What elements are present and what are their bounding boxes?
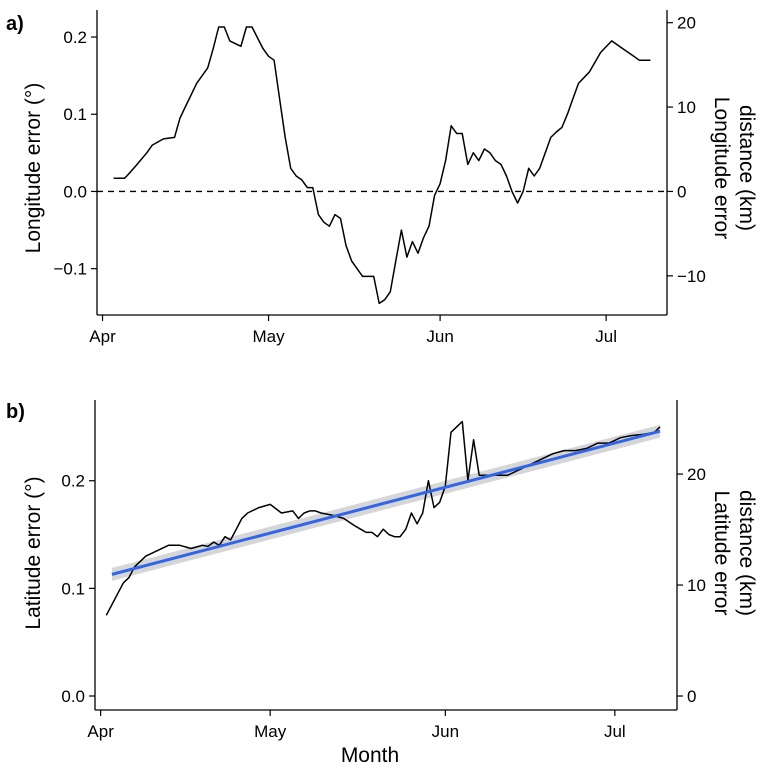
panel-b-trend-line (111, 429, 661, 576)
panel-a-right-y-tick-label: 10 (677, 98, 696, 117)
panel-b-x-tick-label: Jun (432, 722, 459, 741)
panel-a-x-tick-label: Jun (426, 327, 453, 346)
panel-a-x-tick-label: May (252, 327, 285, 346)
panel-a-y-tick-label: 0.0 (63, 182, 87, 201)
panel-a-x-tick-label: Jul (595, 327, 617, 346)
panel-a-series-line (113, 26, 651, 305)
panel-b: b) Latitude error (°) Latitude error dis… (6, 400, 758, 767)
panel-b-x-tick-label: Jul (604, 722, 626, 741)
panel-b-right-y-tick-label: 0 (687, 687, 696, 706)
panel-b-label: b) (6, 401, 25, 423)
panel-b-x-axis-title: Month (341, 744, 399, 767)
panel-b-right-y-tick-label: 20 (687, 465, 706, 484)
panel-a-right-y-axis-title-line1: Longitude error (710, 97, 733, 239)
panel-a-right-y-tick-label: 20 (677, 14, 696, 33)
panel-a-label: a) (6, 13, 24, 35)
panel-a-y-axis-title: Longitude error (°) (22, 83, 45, 254)
panel-b-right-y-axis-title-line1: Latitude error (710, 491, 733, 616)
panel-a-y-tick-label: −0.1 (53, 260, 87, 279)
panel-b-right-y-tick-label: 10 (687, 576, 706, 595)
panel-a-x-tick-label: Apr (89, 327, 116, 346)
panel-a-plot-area: Apr May Jun Jul 0.2 0.1 0.0 −0.1 20 10 0 −10 (53, 10, 706, 346)
panel-b-y-axis-title: Latitude error (°) (22, 476, 45, 629)
panel-a-y-tick-label: 0.1 (63, 105, 87, 124)
panel-b-series-line (105, 420, 661, 616)
panel-a: a) Longitude error (°) Longitude error d… (6, 10, 758, 346)
panel-b-plot-area: Apr May Jun Jul 0.2 0.1 0.0 20 10 0 (61, 400, 706, 741)
panel-a-right-y-tick-label: −10 (677, 267, 706, 286)
panel-b-x-tick-label: Apr (87, 722, 114, 741)
panel-a-right-y-tick-label: 0 (677, 182, 686, 201)
panel-b-y-tick-label: 0.1 (61, 579, 85, 598)
panel-b-right-y-axis-title-line2: distance (km) (735, 490, 758, 616)
panel-b-y-tick-label: 0.2 (61, 472, 85, 491)
panel-b-y-tick-label: 0.0 (61, 687, 85, 706)
panel-a-y-tick-label: 0.2 (63, 28, 87, 47)
panel-a-right-y-axis-title-line2: distance (km) (735, 105, 758, 231)
panel-b-x-tick-label: May (254, 722, 287, 741)
